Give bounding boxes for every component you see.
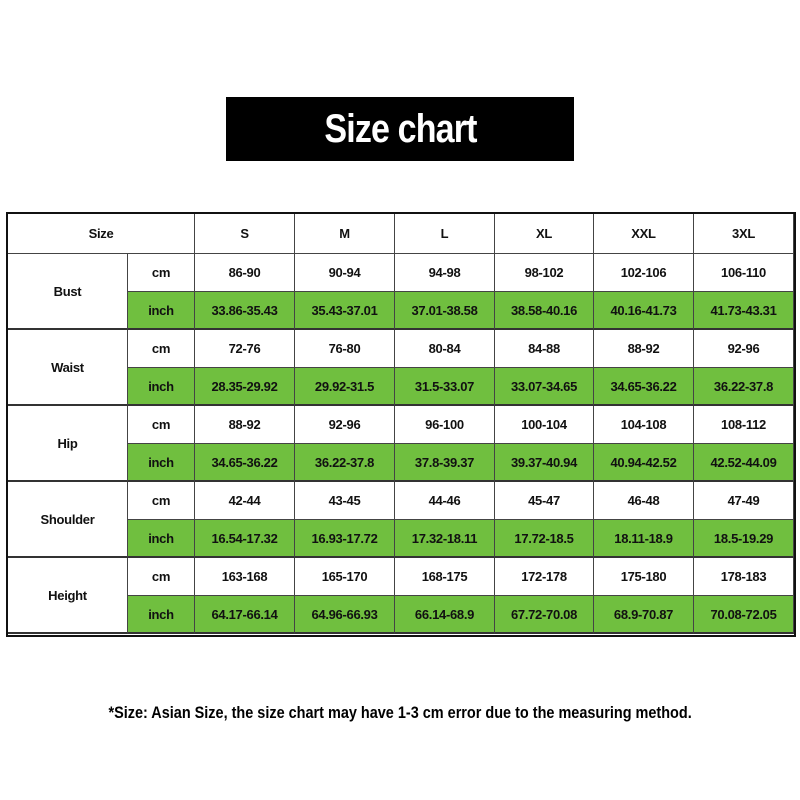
bust-inch-value: 41.73-43.31: [694, 292, 794, 330]
row-label-shoulder: Shoulder: [8, 482, 128, 558]
waist-cm-value: 80-84: [395, 330, 495, 368]
shoulder-cm-value: 45-47: [495, 482, 594, 520]
hip-inch-value: 34.65-36.22: [195, 444, 295, 482]
height-cm-value: 168-175: [395, 558, 495, 596]
height-cm-unit: cm: [128, 558, 195, 596]
bust-cm-value: 102-106: [594, 254, 694, 292]
hip-cm-value: 104-108: [594, 406, 694, 444]
shoulder-inch-value: 17.72-18.5: [495, 520, 594, 558]
bust-inch-value: 37.01-38.58: [395, 292, 495, 330]
hip-cm-unit: cm: [128, 406, 195, 444]
waist-cm-value: 92-96: [694, 330, 794, 368]
waist-cm-value: 84-88: [495, 330, 594, 368]
height-inch-value: 70.08-72.05: [694, 596, 794, 634]
bust-inch-value: 35.43-37.01: [295, 292, 395, 330]
waist-cm-value: 76-80: [295, 330, 395, 368]
hip-inch-value: 39.37-40.94: [495, 444, 594, 482]
height-inch-value: 68.9-70.87: [594, 596, 694, 634]
shoulder-inch-value: 17.32-18.11: [395, 520, 495, 558]
height-inch-value: 66.14-68.9: [395, 596, 495, 634]
height-cm-value: 178-183: [694, 558, 794, 596]
header-size-l: L: [395, 214, 495, 254]
hip-cm-value: 92-96: [295, 406, 395, 444]
shoulder-inch-value: 16.93-17.72: [295, 520, 395, 558]
footnote: *Size: Asian Size, the size chart may ha…: [0, 703, 800, 723]
waist-inch-value: 28.35-29.92: [195, 368, 295, 406]
shoulder-inch-unit: inch: [128, 520, 195, 558]
shoulder-inch-value: 18.11-18.9: [594, 520, 694, 558]
hip-inch-value: 40.94-42.52: [594, 444, 694, 482]
header-size-3xl: 3XL: [694, 214, 794, 254]
height-inch-unit: inch: [128, 596, 195, 634]
height-inch-value: 64.17-66.14: [195, 596, 295, 634]
height-inch-value: 64.96-66.93: [295, 596, 395, 634]
shoulder-cm-value: 47-49: [694, 482, 794, 520]
waist-inch-value: 33.07-34.65: [495, 368, 594, 406]
bust-inch-value: 40.16-41.73: [594, 292, 694, 330]
height-cm-value: 163-168: [195, 558, 295, 596]
shoulder-cm-value: 46-48: [594, 482, 694, 520]
bust-inch-value: 33.86-35.43: [195, 292, 295, 330]
hip-inch-unit: inch: [128, 444, 195, 482]
hip-inch-value: 36.22-37.8: [295, 444, 395, 482]
waist-inch-value: 36.22-37.8: [694, 368, 794, 406]
height-cm-value: 165-170: [295, 558, 395, 596]
waist-cm-value: 72-76: [195, 330, 295, 368]
bust-cm-value: 90-94: [295, 254, 395, 292]
bust-cm-value: 106-110: [694, 254, 794, 292]
shoulder-cm-unit: cm: [128, 482, 195, 520]
waist-inch-unit: inch: [128, 368, 195, 406]
header-size-xxl: XXL: [594, 214, 694, 254]
height-inch-value: 67.72-70.08: [495, 596, 594, 634]
bust-inch-value: 38.58-40.16: [495, 292, 594, 330]
bust-cm-unit: cm: [128, 254, 195, 292]
shoulder-cm-value: 43-45: [295, 482, 395, 520]
shoulder-inch-value: 18.5-19.29: [694, 520, 794, 558]
shoulder-cm-value: 42-44: [195, 482, 295, 520]
header-size-label: Size: [8, 214, 195, 254]
hip-cm-value: 88-92: [195, 406, 295, 444]
height-cm-value: 172-178: [495, 558, 594, 596]
shoulder-cm-value: 44-46: [395, 482, 495, 520]
waist-cm-unit: cm: [128, 330, 195, 368]
bust-cm-value: 94-98: [395, 254, 495, 292]
bust-cm-value: 86-90: [195, 254, 295, 292]
bust-inch-unit: inch: [128, 292, 195, 330]
waist-inch-value: 34.65-36.22: [594, 368, 694, 406]
hip-cm-value: 96-100: [395, 406, 495, 444]
row-label-bust: Bust: [8, 254, 128, 330]
waist-cm-value: 88-92: [594, 330, 694, 368]
size-chart-table: Size S M L XL XXL 3XL Bust cm 86-90 90-94 94-98 98-1…: [6, 212, 796, 637]
header-size-xl: XL: [495, 214, 594, 254]
footnote-text: *Size: Asian Size, the size chart may ha…: [108, 703, 692, 722]
header-size-m: M: [295, 214, 395, 254]
hip-inch-value: 37.8-39.37: [395, 444, 495, 482]
row-label-height: Height: [8, 558, 128, 634]
row-label-waist: Waist: [8, 330, 128, 406]
height-cm-value: 175-180: [594, 558, 694, 596]
bust-cm-value: 98-102: [495, 254, 594, 292]
hip-inch-value: 42.52-44.09: [694, 444, 794, 482]
title-text: Size chart: [323, 106, 477, 151]
waist-inch-value: 29.92-31.5: [295, 368, 395, 406]
shoulder-inch-value: 16.54-17.32: [195, 520, 295, 558]
row-label-hip: Hip: [8, 406, 128, 482]
header-size-s: S: [195, 214, 295, 254]
hip-cm-value: 108-112: [694, 406, 794, 444]
page-title: Size chart: [226, 97, 574, 161]
waist-inch-value: 31.5-33.07: [395, 368, 495, 406]
hip-cm-value: 100-104: [495, 406, 594, 444]
